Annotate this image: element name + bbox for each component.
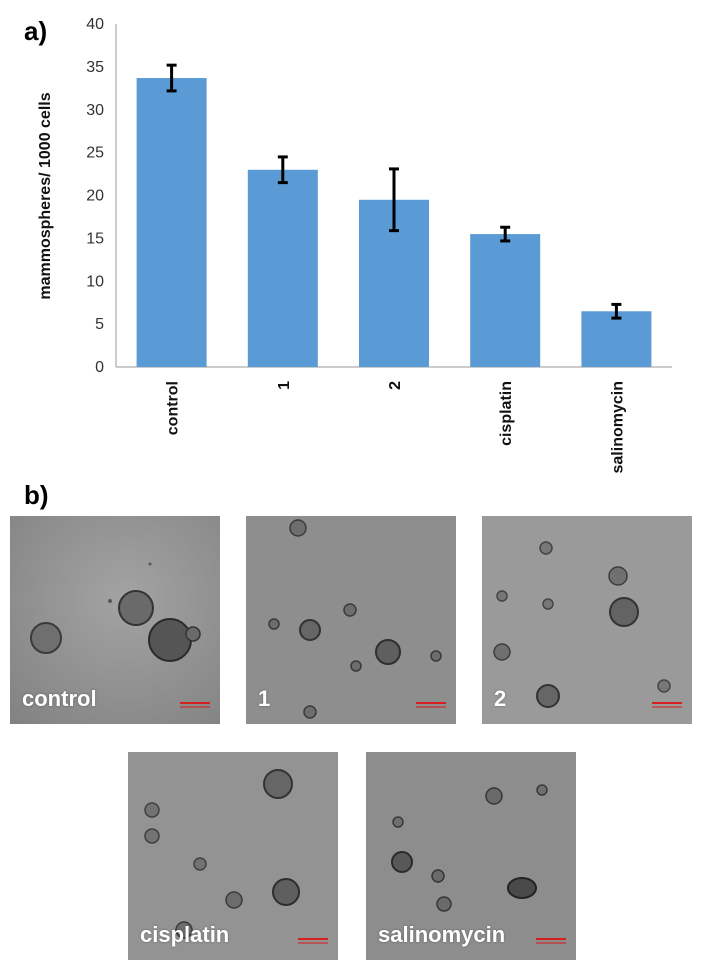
bars <box>136 78 652 368</box>
y-tick-label: 40 <box>86 16 104 33</box>
scale-bar <box>416 702 446 712</box>
bar-chart: 0 5 10 15 20 25 30 35 40 control 1 2 cisplatin salin… <box>37 16 672 474</box>
panel-b-label: b) <box>24 480 49 510</box>
bar <box>581 311 652 367</box>
micrograph-label: cisplatin <box>140 922 230 947</box>
x-category-label: cisplatin <box>498 381 515 446</box>
y-axis-title: mammospheres/ 1000 cells <box>37 92 54 299</box>
x-category-label: 1 <box>276 381 293 390</box>
micrograph-cisplatin: cisplatin <box>128 752 338 960</box>
micrograph-label: 1 <box>258 686 271 711</box>
y-tick-label: 30 <box>86 102 104 119</box>
micrograph-label: 2 <box>494 686 507 711</box>
error-bar <box>389 167 399 233</box>
micrograph-2-image <box>482 516 692 724</box>
y-tick-label: 10 <box>86 273 104 290</box>
micrograph-label: control <box>22 686 97 711</box>
error-bar <box>166 63 177 93</box>
y-tick-label: 0 <box>95 359 104 376</box>
error-bar <box>611 302 622 320</box>
y-tick-label: 35 <box>86 59 104 76</box>
scale-bar <box>536 938 566 948</box>
y-tick-label: 25 <box>86 145 104 162</box>
scale-bar <box>652 702 682 712</box>
scale-bar <box>298 938 328 948</box>
bar <box>136 78 207 368</box>
micrograph-salinomycin: salinomycin <box>366 752 576 960</box>
micrograph-cisplatin-image <box>128 752 338 960</box>
y-tick-label: 5 <box>95 316 104 333</box>
error-bar <box>500 225 511 243</box>
category-labels: control 1 2 cisplatin salinomycin <box>165 381 627 474</box>
y-ticks: 0 5 10 15 20 25 30 35 40 <box>86 16 104 376</box>
micrograph-salinomycin-image <box>366 752 576 960</box>
error-bar <box>277 155 288 185</box>
panel-a-label: a) <box>24 16 48 46</box>
micrograph-1-image <box>246 516 456 724</box>
x-category-label: 2 <box>387 381 404 390</box>
y-tick-label: 20 <box>86 188 104 205</box>
scale-bar <box>180 702 210 712</box>
y-tick-label: 15 <box>86 230 104 247</box>
bar <box>470 234 541 367</box>
x-category-label: control <box>165 381 182 435</box>
error-bars <box>166 63 622 320</box>
x-category-label: salinomycin <box>609 381 626 473</box>
micrograph-2: 2 <box>482 516 692 724</box>
micrograph-control: control <box>10 516 220 724</box>
micrograph-1: 1 <box>246 516 456 724</box>
bar <box>247 169 318 367</box>
micrograph-label: salinomycin <box>378 922 506 947</box>
micrograph-control-image <box>10 516 220 724</box>
